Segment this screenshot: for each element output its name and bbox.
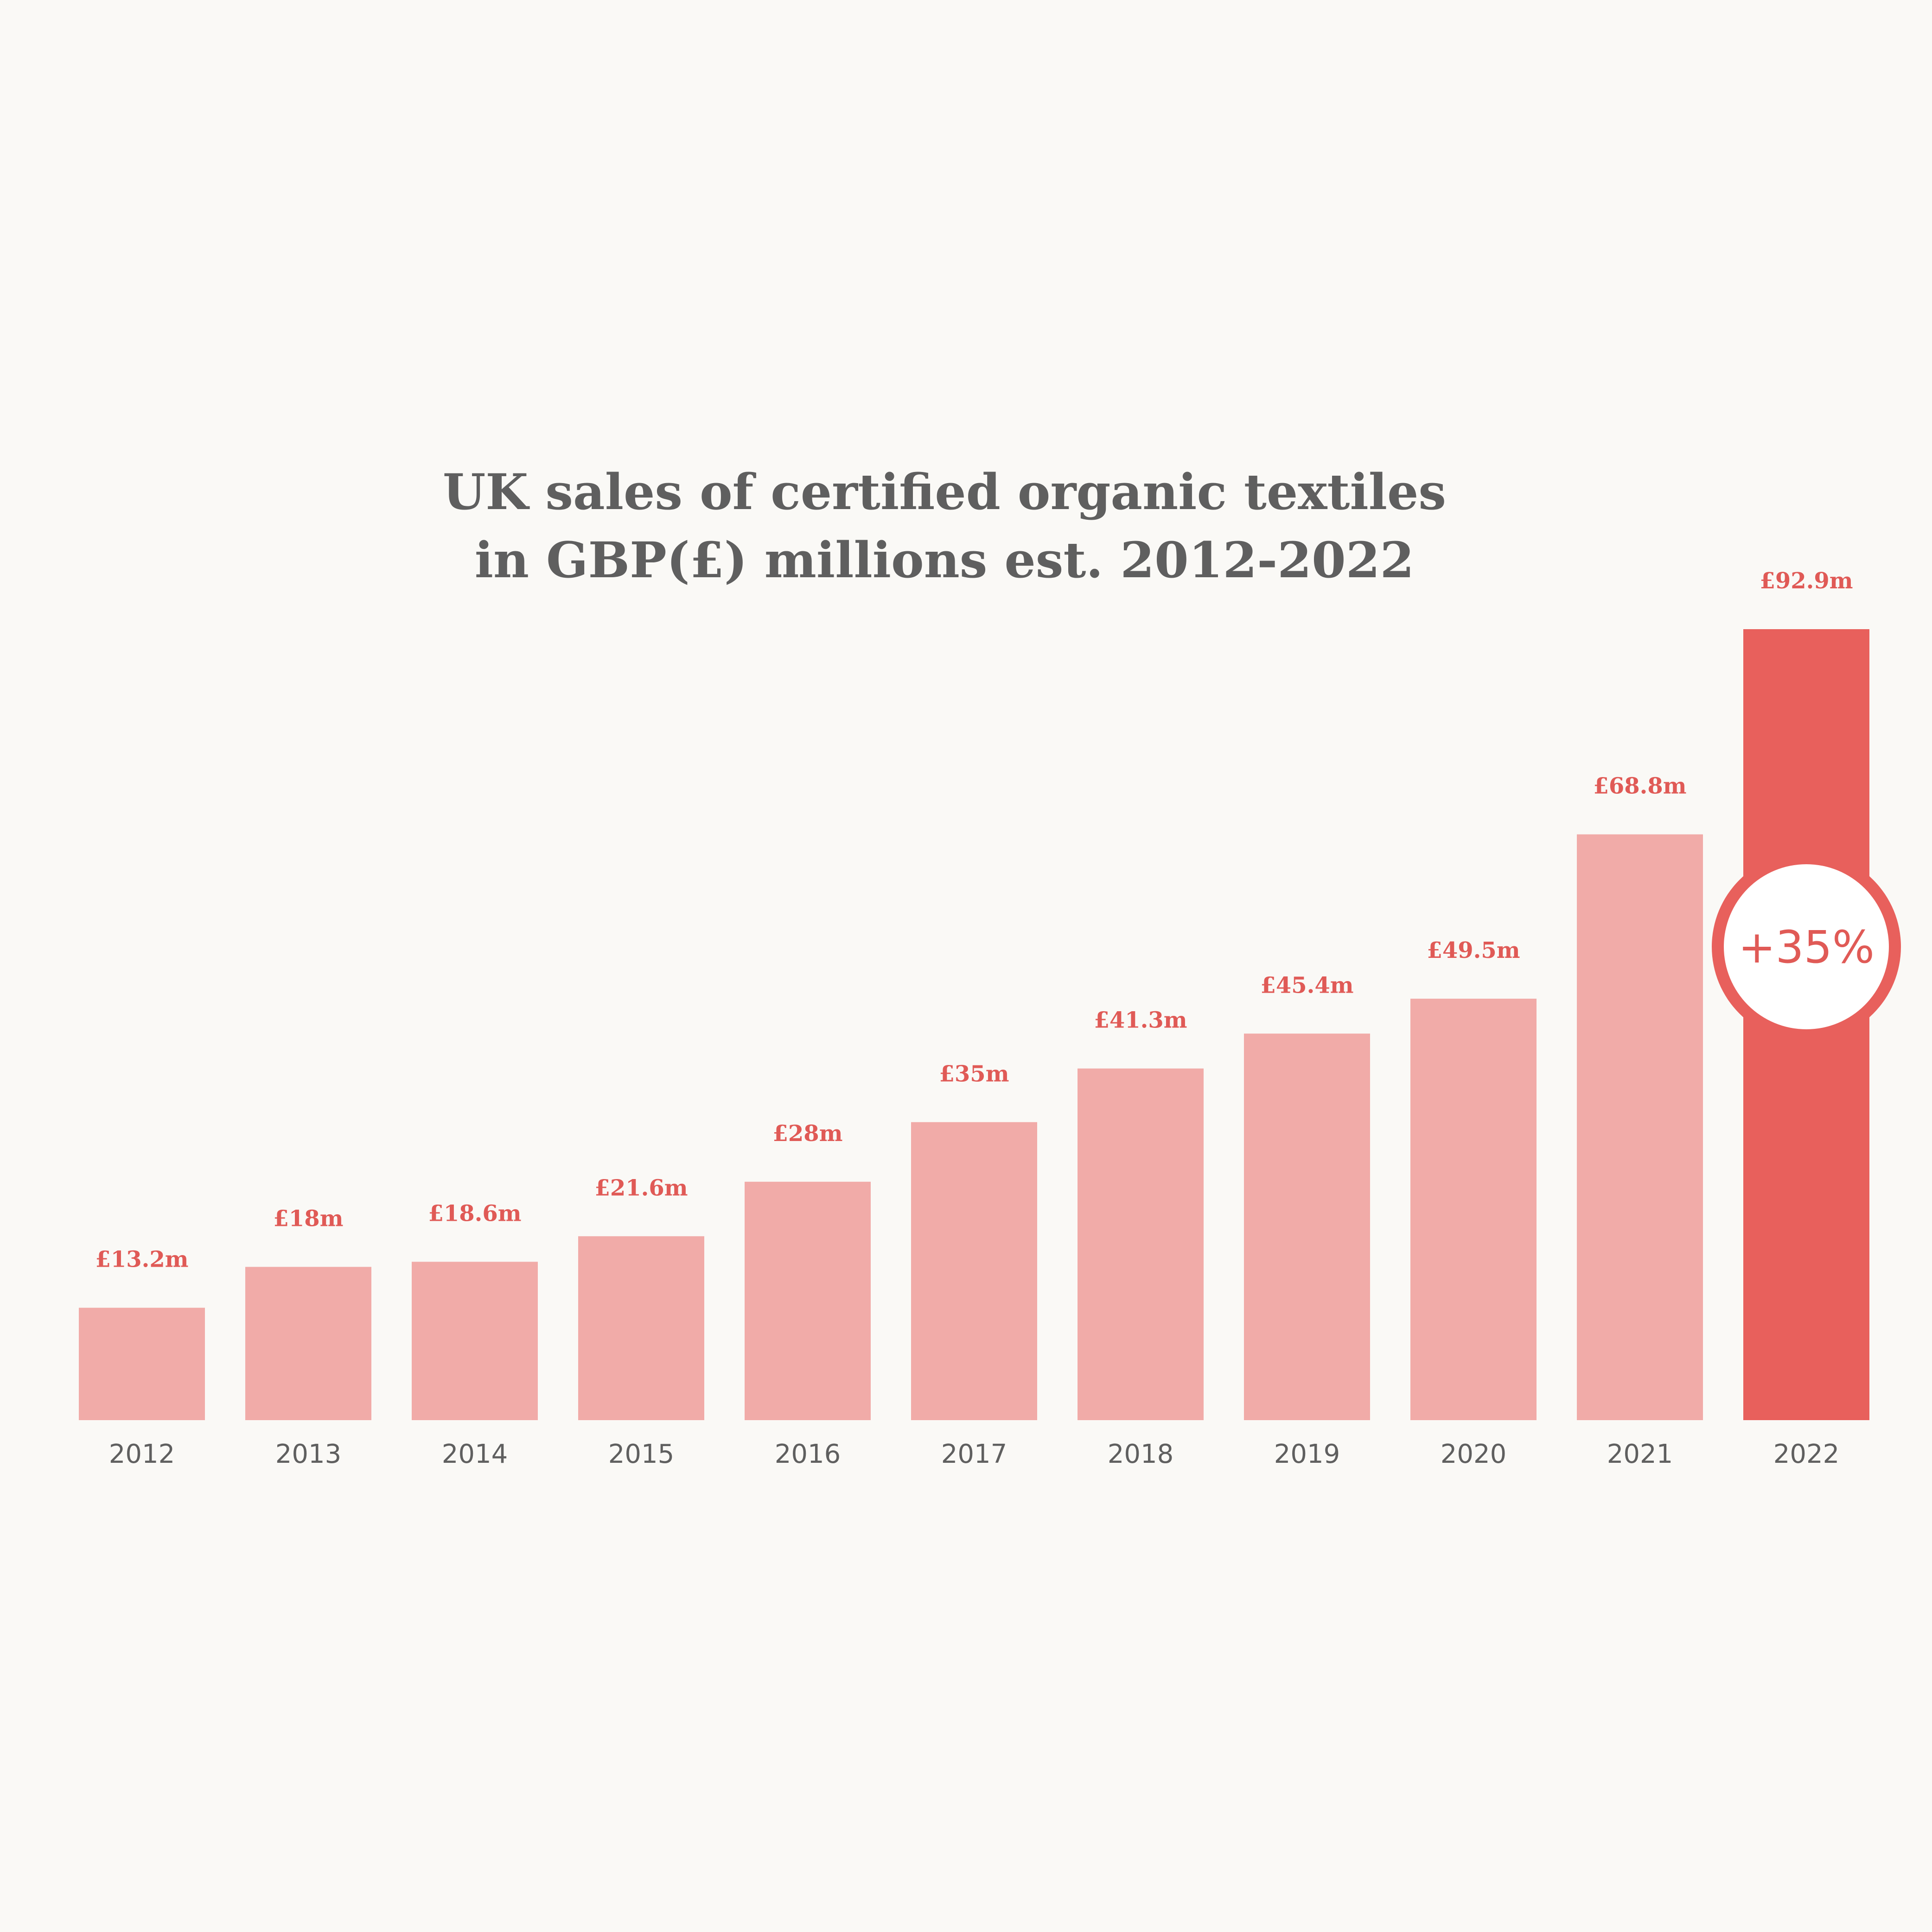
chart-title-line-1: UK sales of certified organic textiles [443,463,1446,521]
value-label-2013: £18m [274,1205,344,1231]
x-tick-label-2018: 2018 [1108,1439,1174,1469]
bar-2013 [245,1267,371,1420]
value-label-2021: £68.8m [1593,773,1686,799]
x-tick-label-2022: 2022 [1773,1439,1840,1469]
bar-2018 [1078,1068,1204,1420]
annotation-badge: +35% [1712,852,1901,1041]
chart-title-line-2: in GBP(£) millions est. 2012-2022 [475,531,1415,589]
value-label-2017: £35m [939,1061,1009,1087]
bar-2012 [79,1307,205,1420]
bar-2016 [745,1181,871,1420]
x-tick-label-2019: 2019 [1274,1439,1340,1469]
badge-circle [1724,864,1889,1029]
x-tick-label-2015: 2015 [608,1439,675,1469]
x-tick-label-2020: 2020 [1441,1439,1507,1469]
x-tick-label-2013: 2013 [275,1439,342,1469]
value-label-2018: £41.3m [1094,1007,1187,1033]
bar-2021 [1577,834,1703,1420]
x-tick-label-2014: 2014 [442,1439,508,1469]
bar-2017 [911,1122,1037,1420]
x-tick-label-2012: 2012 [109,1439,175,1469]
value-label-2016: £28m [773,1121,843,1147]
value-label-2012: £13.2m [95,1247,188,1273]
value-label-2019: £45.4m [1260,972,1353,998]
x-tick-label-2016: 2016 [775,1439,841,1469]
value-label-2015: £21.6m [594,1175,688,1201]
bar-2014 [412,1262,538,1420]
value-label-2022: £92.9m [1760,568,1853,594]
value-label-2014: £18.6m [428,1200,521,1226]
value-label-2020: £49.5m [1427,937,1520,963]
bar-2019 [1244,1033,1370,1420]
bar-2015 [578,1236,704,1420]
x-tick-label-2021: 2021 [1607,1439,1673,1469]
x-tick-label-2017: 2017 [941,1439,1007,1469]
badge-text: +35% [1738,921,1875,973]
bar-2020 [1410,998,1537,1420]
